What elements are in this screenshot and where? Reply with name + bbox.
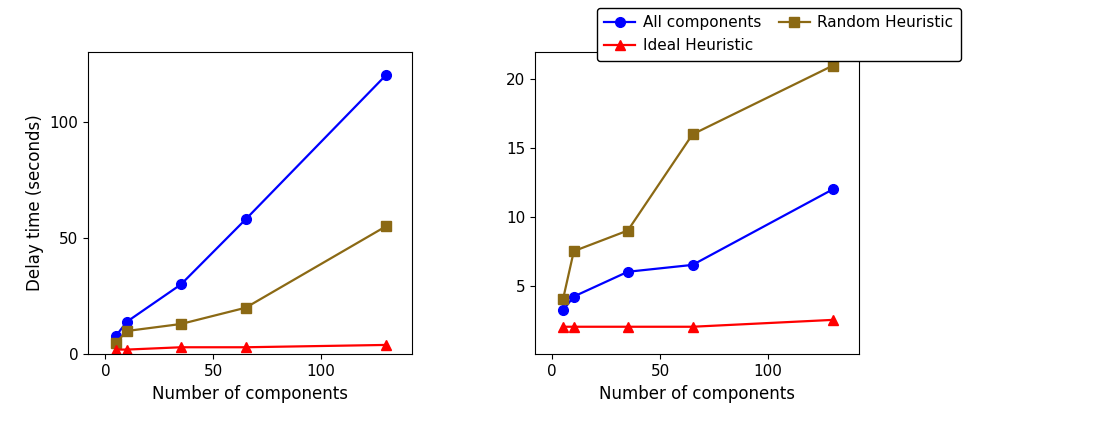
X-axis label: Number of components: Number of components [599,384,795,403]
Y-axis label: Delay time (seconds): Delay time (seconds) [26,114,44,292]
Legend: All components, Ideal Heuristic, Random Heuristic: All components, Ideal Heuristic, Random … [597,8,961,60]
X-axis label: Number of components: Number of components [152,384,348,403]
